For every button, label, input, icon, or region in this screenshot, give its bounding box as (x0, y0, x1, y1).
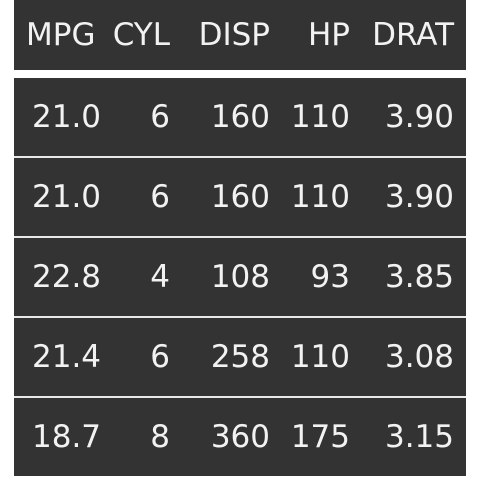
cell-mpg: 21.0 (14, 78, 102, 158)
cell-cyl: 6 (102, 78, 182, 158)
cell-drat: 3.90 (362, 158, 466, 238)
cell-drat: 3.90 (362, 78, 466, 158)
cell-hp: 93 (282, 238, 362, 318)
table-row: 22.8 4 108 93 3.85 (14, 238, 466, 318)
cell-cyl: 8 (150, 419, 170, 455)
cell-hp: 175 (290, 419, 350, 455)
column-header-drat: DRAT (372, 17, 454, 53)
cell-drat: 3.08 (362, 318, 466, 398)
cell-disp: 160 (182, 158, 282, 238)
cell-mpg: 18.7 (32, 419, 102, 455)
data-table-container: MPG CYL DISP HP DRAT 21.0 6 160 110 3.90… (14, 0, 466, 480)
cell-hp: 110 (282, 158, 362, 238)
cell-mpg: 21.0 (14, 158, 102, 238)
cell-hp: 110 (282, 78, 362, 158)
column-header-disp: DISP (198, 17, 270, 53)
cell-cyl: 6 (102, 318, 182, 398)
table-row: 18.7 8 360 175 3.15 (14, 398, 466, 476)
cell-cyl: 4 (102, 238, 182, 318)
cell-mpg: 21.4 (14, 318, 102, 398)
column-header-mpg: MPG (26, 17, 96, 53)
column-header-cyl: CYL (112, 17, 170, 53)
table-row: 21.0 6 160 110 3.90 (14, 158, 466, 238)
data-table: MPG CYL DISP HP DRAT 21.0 6 160 110 3.90… (14, 0, 466, 476)
cell-hp: 110 (282, 318, 362, 398)
table-row: 21.0 6 160 110 3.90 (14, 78, 466, 158)
cell-disp: 108 (182, 238, 282, 318)
cell-disp: 258 (182, 318, 282, 398)
table-body: 21.0 6 160 110 3.90 21.0 6 160 110 3.90 … (14, 70, 466, 476)
column-header-hp: HP (307, 17, 350, 53)
cell-drat: 3.15 (384, 419, 454, 455)
cell-drat: 3.85 (362, 238, 466, 318)
cell-mpg: 22.8 (14, 238, 102, 318)
table-row: 21.4 6 258 110 3.08 (14, 318, 466, 398)
header-separator (14, 70, 466, 78)
cell-cyl: 6 (102, 158, 182, 238)
header-row: MPG CYL DISP HP DRAT (14, 0, 466, 70)
cell-disp: 160 (182, 78, 282, 158)
header-separator-cell (14, 70, 466, 78)
table-header: MPG CYL DISP HP DRAT (14, 0, 466, 70)
cell-disp: 360 (210, 419, 270, 455)
